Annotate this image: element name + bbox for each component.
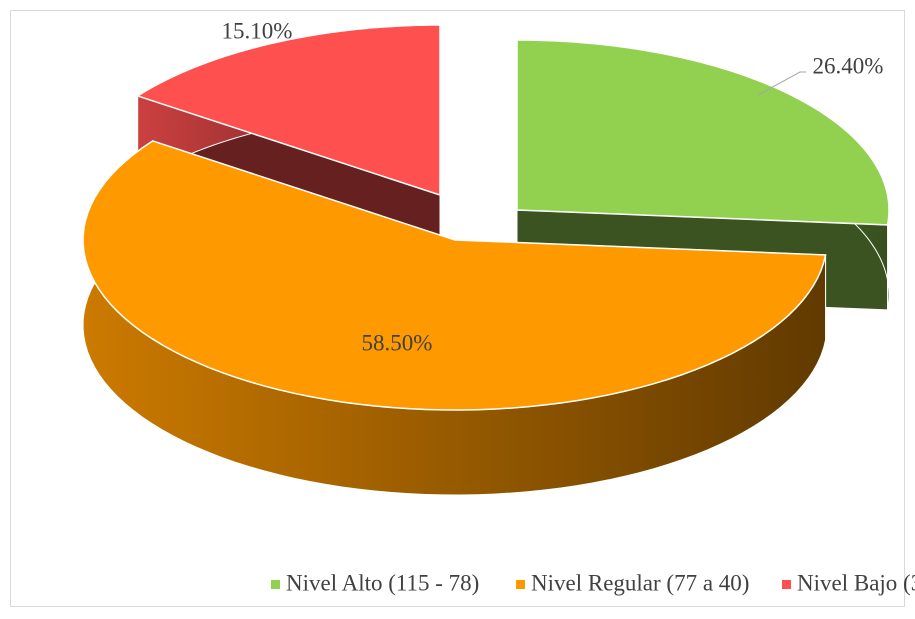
pie-slice: [82, 140, 827, 496]
slice-top: [516, 39, 890, 226]
legend-marker: [782, 580, 791, 589]
slice-top: [135, 24, 441, 197]
legend-label: Nivel Bajo (39 a 0): [797, 570, 915, 595]
data-label: 58.50%: [362, 330, 433, 355]
legend-marker: [516, 580, 525, 589]
data-label: 26.40%: [813, 53, 884, 78]
legend-marker: [271, 580, 280, 589]
data-label: 15.10%: [222, 18, 293, 43]
legend-label: Nivel Alto (115 - 78): [286, 570, 479, 595]
leader-line: [757, 71, 806, 96]
legend-label: Nivel Regular (77 a 40): [531, 570, 749, 595]
slice-top: [82, 140, 827, 411]
